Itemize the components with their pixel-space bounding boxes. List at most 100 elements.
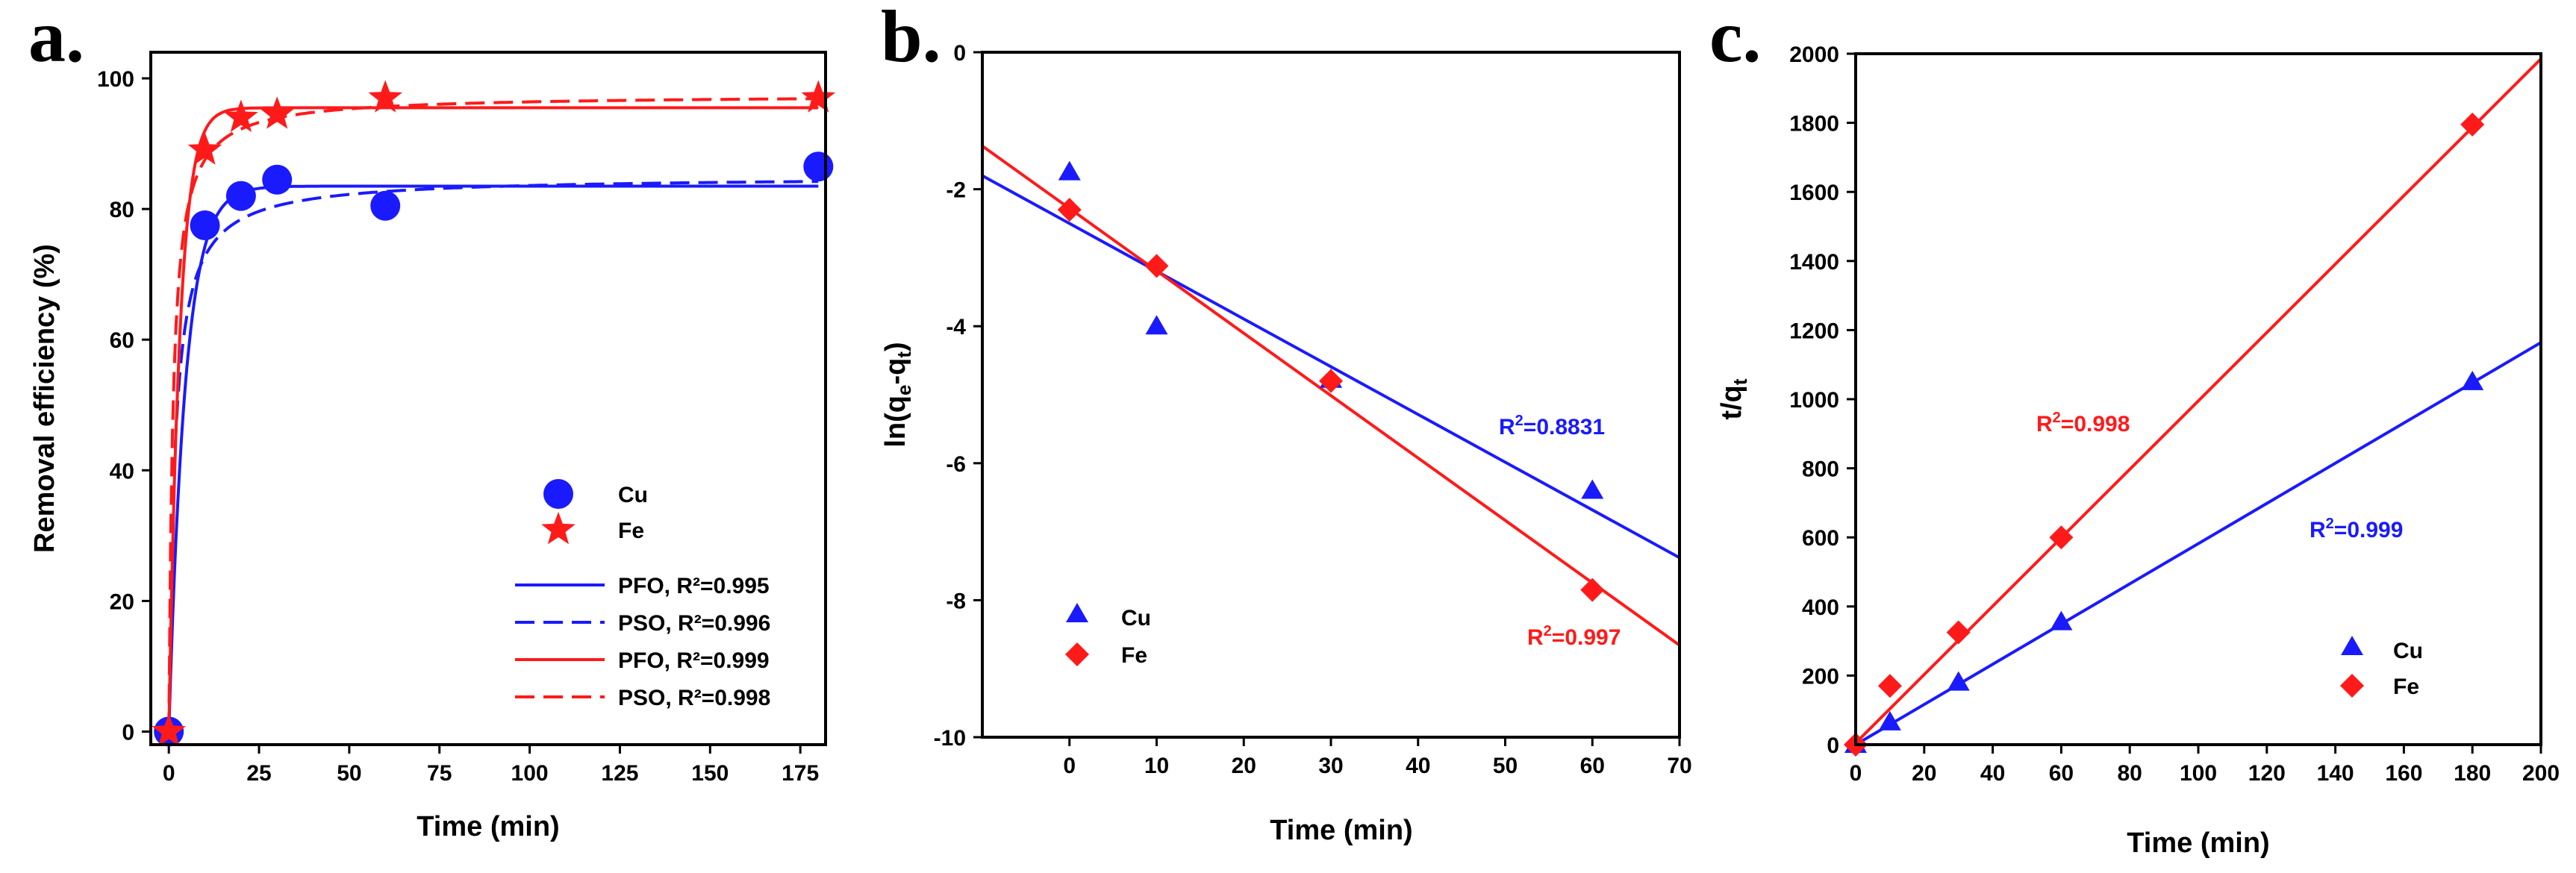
panel-label-b: b. [881, 0, 941, 78]
chart-c: 0 20 40 60 80 100 120 140 160 180 2000200400600800… [1716, 43, 2560, 859]
x-tick-label: 120 [2248, 761, 2286, 786]
y-tick-label: 0 [953, 41, 966, 66]
data-point-cu [2461, 370, 2484, 390]
x-tick-label: 200 [2522, 761, 2560, 786]
data-point-fe [224, 99, 258, 132]
y-tick-label: 60 [110, 328, 134, 353]
x-tick-label: 0 [163, 761, 175, 786]
chart-c-frame [1854, 52, 2542, 746]
chart-a-frame [149, 51, 827, 746]
x-tick-label: 150 [691, 761, 729, 786]
data-point-cu [1058, 160, 1081, 181]
legend-pso-cu-label: PSO, R²=0.996 [618, 611, 770, 636]
x-tick-label: 140 [2317, 761, 2354, 786]
x-tick-label: 20 [1912, 761, 1936, 786]
data-point-cu [1145, 315, 1168, 335]
data-point-cu [1581, 479, 1604, 499]
x-tick-label: 0 [1063, 754, 1076, 778]
y-tick-label: -6 [946, 452, 966, 477]
x-tick-label: 60 [2049, 761, 2074, 786]
chart-b-fe-r2: R2=0.997 [1527, 623, 1621, 650]
panel-label-c: c. [1709, 0, 1761, 78]
y-tick-label: 600 [1802, 526, 1839, 551]
chart-b-cu-r2: R2=0.8831 [1499, 413, 1605, 439]
fit-line-0 [982, 174, 1680, 560]
x-tick-label: 60 [1580, 754, 1605, 778]
chart-a-legend: Cu Fe PFO, R²=0.995 PSO, R²=0.996 PFO, R… [515, 479, 770, 710]
fit-line-1 [167, 180, 819, 732]
x-tick-label: 40 [1980, 761, 2005, 786]
legend-cu-label: Cu [1121, 606, 1151, 630]
data-point-cu [190, 210, 220, 240]
fit-line-1 [1856, 57, 2541, 745]
data-point-fe [2460, 112, 2485, 137]
chart-b-xlabel: Time (min) [1270, 815, 1412, 846]
x-tick-label: 30 [1318, 754, 1343, 778]
x-tick-label: 50 [337, 761, 361, 786]
legend-cu-label: Cu [2393, 639, 2423, 663]
data-point-cu [370, 190, 401, 221]
fit-line-0 [1856, 341, 2541, 745]
y-tick-label: 800 [1802, 457, 1839, 482]
chart-b-ylabel: ln(qe-qt) [880, 342, 915, 447]
y-tick-label: 0 [122, 720, 134, 745]
x-tick-label: 75 [427, 761, 452, 786]
fit-line-2 [167, 106, 819, 732]
y-tick-label: 1800 [1789, 112, 1839, 137]
fit-line-1 [982, 145, 1680, 647]
x-tick-label: 20 [1232, 754, 1256, 778]
data-point-fe [368, 80, 402, 113]
y-tick-label: 20 [110, 589, 134, 614]
chart-a: 0 25 50 75 100 125 150 175 0 20 40 60 80 100 Time (mi… [29, 51, 836, 842]
chart-b-legend: Cu Fe [1065, 603, 1151, 668]
data-point-fe [1580, 578, 1605, 602]
y-tick-label: 1200 [1789, 319, 1839, 343]
data-point-cu [2050, 610, 2073, 630]
x-tick-label: 40 [1406, 754, 1430, 778]
data-point-fe [1057, 198, 1082, 222]
x-tick-label: 25 [246, 761, 271, 786]
x-tick-label: 70 [1667, 754, 1691, 778]
y-tick-label: -4 [946, 315, 966, 340]
y-tick-label: 80 [110, 198, 134, 222]
chart-c-legend: Cu Fe [2340, 636, 2423, 699]
x-tick-label: 0 [1850, 761, 1862, 786]
legend-fe-label: Fe [1121, 643, 1147, 668]
legend-fe-marker [2340, 674, 2364, 698]
y-tick-label: 1000 [1789, 388, 1839, 413]
data-point-fe [2049, 525, 2074, 550]
x-tick-label: 160 [2385, 761, 2422, 786]
legend-pfo-cu-label: PFO, R²=0.995 [618, 574, 770, 598]
data-point-fe [260, 96, 294, 129]
x-tick-label: 10 [1144, 754, 1169, 778]
chart-c-cu-r2: R2=0.999 [2310, 516, 2403, 542]
legend-cu-marker [1066, 603, 1088, 622]
legend-fe-star [541, 512, 576, 545]
x-tick-label: 125 [601, 761, 638, 786]
data-point-fe [187, 132, 222, 165]
y-tick-label: 2000 [1789, 43, 1839, 67]
data-point-fe [152, 713, 186, 746]
chart-a-ylabel: Removal efficiency (%) [29, 244, 60, 553]
legend-fe-label: Fe [2393, 675, 2419, 699]
y-tick-label: 1600 [1789, 181, 1839, 205]
legend-pso-fe-label: PSO, R²=0.998 [618, 686, 770, 710]
chart-b-frame [981, 51, 1681, 739]
x-tick-label: 80 [2118, 761, 2142, 786]
data-point-fe [1877, 674, 1902, 698]
data-point-cu [803, 151, 834, 182]
data-point-cu [1947, 671, 1970, 691]
y-tick-label: 1400 [1789, 250, 1839, 275]
panel-label-a: a. [28, 0, 84, 78]
y-tick-label: -8 [946, 589, 966, 613]
legend-cu-marker [2341, 636, 2363, 655]
chart-a-xlabel: Time (min) [417, 811, 559, 842]
data-point-fe [1144, 254, 1169, 278]
legend-pfo-fe-label: PFO, R²=0.999 [618, 648, 770, 673]
chart-c-ylabel: t/qt [1716, 378, 1751, 419]
y-tick-label: 0 [1827, 733, 1839, 758]
x-tick-label: 175 [782, 761, 819, 786]
x-tick-label: 100 [2180, 761, 2217, 786]
chart-c-xlabel: Time (min) [2127, 827, 2269, 859]
legend-cu-marker [543, 479, 573, 509]
